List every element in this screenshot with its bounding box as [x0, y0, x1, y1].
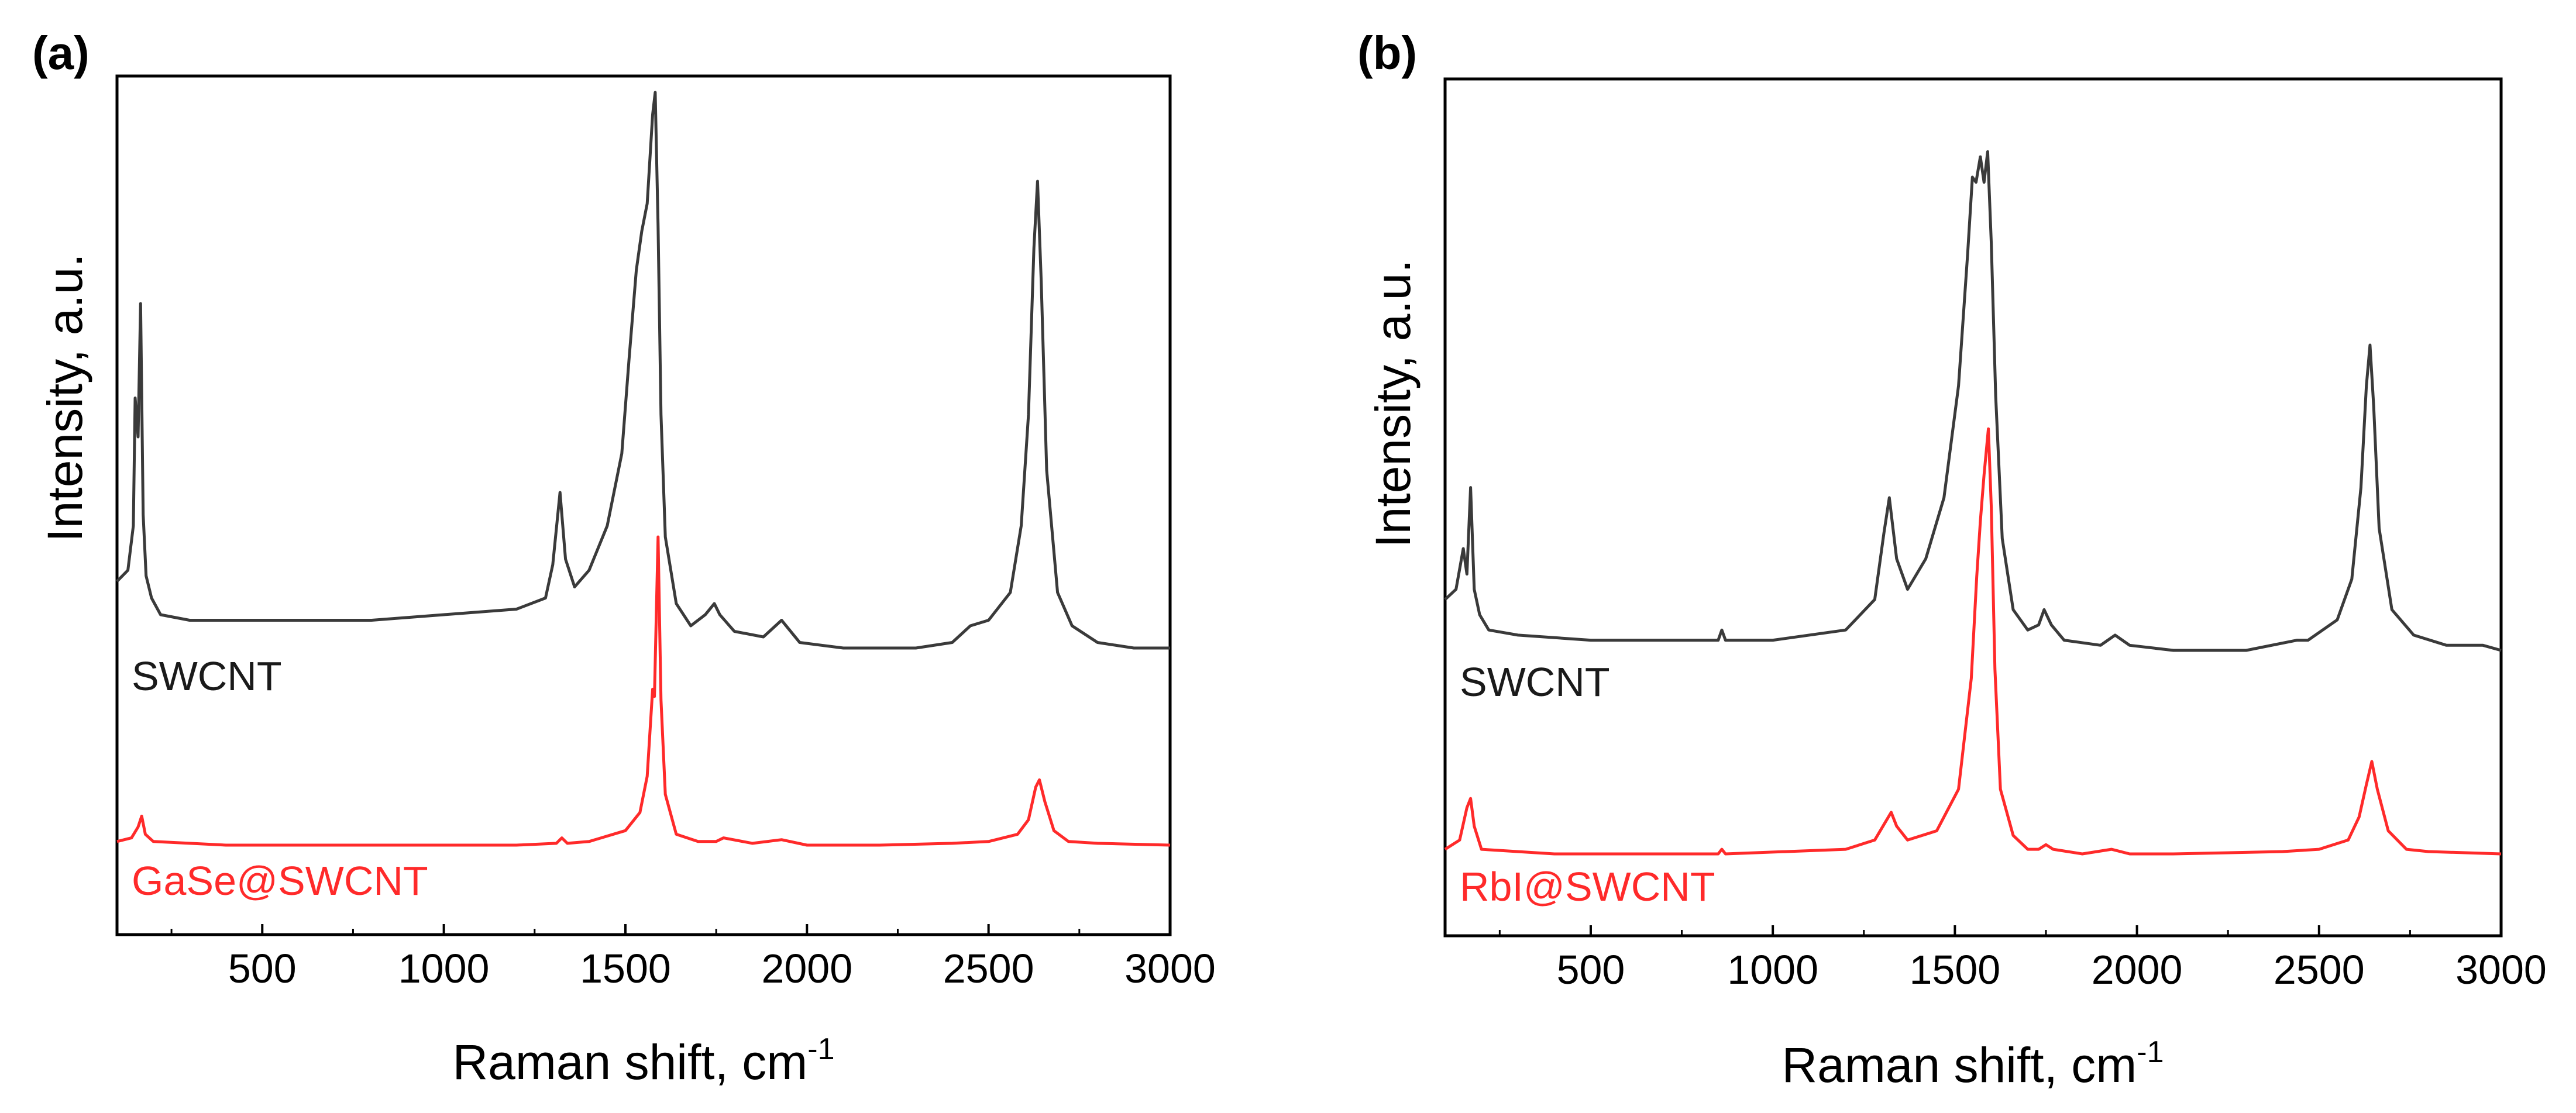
- panel-a-x-axis-title: Raman shift, cm-1: [452, 1032, 834, 1090]
- panel-b-x-tick-label-1000: 1000: [1727, 947, 1818, 993]
- panel-a-x-ticks: 500 1000 1500 2000 2500 3000: [170, 924, 1216, 991]
- panel-b-x-tick-label-1500: 1500: [1910, 947, 2001, 993]
- panel-b-x-tick-label-3000: 3000: [2455, 947, 2547, 993]
- panel-b-series-rbi-swcnt: [1444, 427, 2502, 856]
- panel-b-y-axis-title: Intensity, a.u.: [1366, 259, 1421, 547]
- panel-b-series: [1444, 150, 2502, 856]
- panel-a-x-tick-label-2000: 2000: [761, 946, 852, 991]
- panel-b-rbi-swcnt-label: RbI@SWCNT: [1460, 864, 1715, 909]
- panel-a-series-swcnt: [116, 91, 1170, 650]
- panel-b-x-tick-label-500: 500: [1557, 947, 1625, 993]
- panel-a: (a) 500 1000 1500 2000 2500 3000 Raman shift,…: [32, 27, 1216, 1090]
- panel-a-series: [116, 91, 1171, 847]
- panel-b-x-tick-label-2000: 2000: [2092, 947, 2183, 993]
- panel-b-x-ticks: 500 1000 1500 2000 2500 3000: [1498, 925, 2547, 993]
- panel-a-series-gase-swcnt: [116, 535, 1171, 847]
- panel-a-gase-swcnt-label: GaSe@SWCNT: [132, 858, 428, 904]
- panel-b-series-swcnt: [1444, 150, 2502, 652]
- panel-a-x-tick-label-1000: 1000: [398, 946, 490, 991]
- panel-b-x-tick-label-2500: 2500: [2274, 947, 2365, 993]
- panel-a-x-tick-label-500: 500: [228, 946, 297, 991]
- panel-b: (b) 500 1000 1500 2000 2500 3000 Raman shift,…: [1357, 27, 2547, 1093]
- panel-b-swcnt-label: SWCNT: [1460, 659, 1610, 705]
- panel-a-y-axis-title: Intensity, a.u.: [37, 253, 92, 542]
- panel-a-x-tick-label-2500: 2500: [943, 946, 1034, 991]
- panel-b-plot-frame: [1443, 77, 2503, 938]
- panel-b-letter: (b): [1357, 27, 1417, 79]
- panel-a-letter: (a): [32, 27, 90, 79]
- panel-a-x-tick-label-3000: 3000: [1124, 946, 1216, 991]
- panel-a-plot-frame: [115, 74, 1172, 936]
- panel-b-x-axis-title: Raman shift, cm-1: [1781, 1035, 2164, 1093]
- panel-a-swcnt-label: SWCNT: [132, 653, 282, 699]
- panel-a-x-tick-label-1500: 1500: [580, 946, 671, 991]
